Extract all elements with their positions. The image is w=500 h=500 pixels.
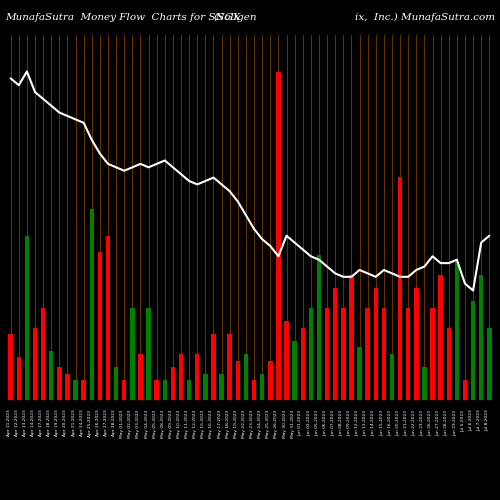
Bar: [33, 328, 37, 400]
Bar: [203, 374, 207, 400]
Bar: [24, 236, 29, 400]
Bar: [463, 380, 467, 400]
Bar: [8, 334, 13, 400]
Bar: [284, 321, 288, 400]
Bar: [374, 288, 378, 400]
Bar: [57, 367, 62, 400]
Bar: [162, 380, 167, 400]
Bar: [130, 308, 134, 400]
Bar: [398, 176, 402, 400]
Bar: [212, 334, 216, 400]
Bar: [454, 262, 459, 400]
Text: MunafaSutra  Money Flow  Charts for SNGX: MunafaSutra Money Flow Charts for SNGX: [5, 12, 240, 22]
Bar: [187, 380, 192, 400]
Bar: [300, 328, 305, 400]
Bar: [170, 367, 175, 400]
Bar: [74, 380, 78, 400]
Bar: [382, 308, 386, 400]
Bar: [236, 360, 240, 400]
Text: (Soligen: (Soligen: [213, 12, 257, 22]
Bar: [316, 256, 321, 400]
Bar: [430, 308, 435, 400]
Bar: [179, 354, 184, 400]
Bar: [406, 308, 410, 400]
Bar: [220, 374, 224, 400]
Bar: [308, 308, 313, 400]
Bar: [268, 360, 272, 400]
Bar: [414, 288, 418, 400]
Bar: [349, 275, 354, 400]
Bar: [49, 350, 54, 400]
Bar: [16, 358, 21, 400]
Bar: [122, 380, 126, 400]
Bar: [146, 308, 151, 400]
Text: ix,  Inc.) MunafaSutra.com: ix, Inc.) MunafaSutra.com: [355, 12, 495, 22]
Bar: [487, 328, 492, 400]
Bar: [138, 354, 142, 400]
Bar: [82, 380, 86, 400]
Bar: [325, 308, 330, 400]
Bar: [471, 302, 476, 400]
Bar: [292, 341, 297, 400]
Bar: [366, 308, 370, 400]
Bar: [276, 72, 280, 400]
Bar: [341, 308, 345, 400]
Bar: [333, 288, 338, 400]
Bar: [438, 275, 443, 400]
Bar: [358, 348, 362, 400]
Bar: [390, 354, 394, 400]
Bar: [244, 354, 248, 400]
Bar: [154, 380, 159, 400]
Bar: [106, 236, 110, 400]
Bar: [228, 334, 232, 400]
Bar: [98, 252, 102, 400]
Bar: [479, 275, 484, 400]
Bar: [422, 367, 426, 400]
Bar: [446, 328, 451, 400]
Bar: [195, 354, 200, 400]
Bar: [252, 380, 256, 400]
Bar: [41, 308, 46, 400]
Bar: [260, 374, 264, 400]
Bar: [114, 367, 118, 400]
Bar: [90, 210, 94, 400]
Bar: [65, 374, 70, 400]
